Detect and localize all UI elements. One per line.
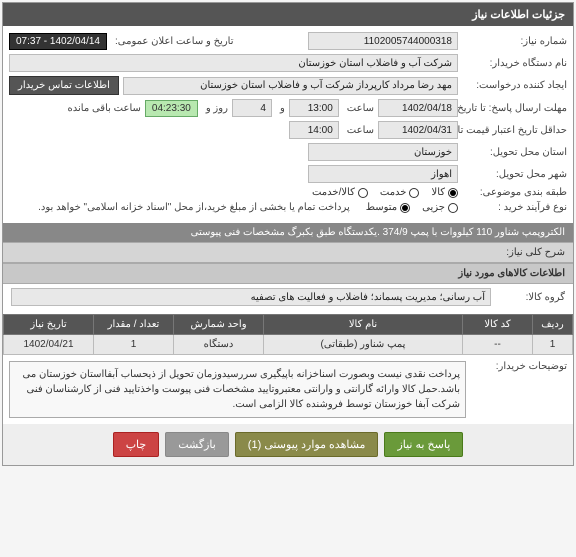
- th-name: نام کالا: [264, 315, 463, 335]
- radio-dot-icon: [358, 188, 368, 198]
- radio-dot-icon: [409, 188, 419, 198]
- row-classification: طبقه بندی موضوعی: کالا خدمت کالا/خدمت: [9, 187, 567, 198]
- radio-medium[interactable]: متوسط: [366, 202, 410, 213]
- deadline-date: 1402/04/18: [378, 99, 458, 117]
- th-unit: واحد شمارش: [174, 315, 264, 335]
- summary-label: شرح کلی نیاز:: [506, 247, 565, 258]
- summary-text: الکتروپمپ شناور 110 کیلووات با پمپ 374/9…: [191, 227, 565, 238]
- action-bar: پاسخ به نیاز مشاهده موارد پیوستی (1) باز…: [3, 424, 573, 465]
- cell-row: 1: [533, 335, 573, 355]
- table-row[interactable]: 1 -- پمپ شناور (طبقاتی) دستگاه 1 1402/04…: [4, 335, 573, 355]
- city-value: اهواز: [308, 165, 458, 183]
- announce-value: 1402/04/14 - 07:37: [9, 33, 107, 50]
- attachments-button[interactable]: مشاهده موارد پیوستی (1): [235, 432, 379, 457]
- buyer-notes-text: پرداخت نقدی نیست وبصورت اسناخزانه باپیگی…: [9, 361, 466, 418]
- buyer-org-value: شرکت آب و فاضلاب استان خوزستان: [9, 54, 458, 72]
- need-details-panel: جزئیات اطلاعات نیاز شماره نیاز: 11020057…: [2, 2, 574, 466]
- radio-medium-label: متوسط: [366, 202, 397, 213]
- time-label-1: ساعت: [343, 103, 374, 114]
- back-button[interactable]: بازگشت: [165, 432, 229, 457]
- cell-unit: دستگاه: [174, 335, 264, 355]
- th-code: کد کالا: [463, 315, 533, 335]
- radio-dot-icon: [400, 203, 410, 213]
- process-radio-group: جزیی متوسط: [366, 202, 458, 213]
- group-value: آب رسانی؛ مدیریت پسماند؛ فاضلاب و فعالیت…: [11, 288, 491, 306]
- th-date: تاریخ نیاز: [4, 315, 94, 335]
- deadline-time: 13:00: [289, 99, 339, 117]
- row-city: شهر محل تحویل: اهواز: [9, 165, 567, 183]
- row-creator: ایجاد کننده درخواست: مهد رضا مرداد کارپر…: [9, 76, 567, 95]
- need-no-value: 1102005744000318: [308, 32, 458, 50]
- radio-goods-label: کالا: [431, 187, 445, 198]
- goods-section-header: اطلاعات کالاهای مورد نیاز: [3, 263, 573, 284]
- process-note: پرداخت تمام یا بخشی از مبلغ خرید،از محل …: [34, 202, 350, 213]
- cell-code: --: [463, 335, 533, 355]
- summary-strip: الکتروپمپ شناور 110 کیلووات با پمپ 374/9…: [3, 223, 573, 242]
- row-need-number: شماره نیاز: 1102005744000318 تاریخ و ساع…: [9, 32, 567, 50]
- class-label: طبقه بندی موضوعی:: [462, 187, 567, 198]
- row-process: نوع فرآیند خرید : جزیی متوسط پرداخت تمام…: [9, 202, 567, 213]
- table-header-row: ردیف کد کالا نام کالا واحد شمارش تعداد /…: [4, 315, 573, 335]
- radio-dot-icon: [448, 188, 458, 198]
- province-label: استان محل تحویل:: [462, 147, 567, 158]
- buyer-contact-button[interactable]: اطلاعات تماس خریدار: [9, 76, 119, 95]
- group-label: گروه کالا:: [495, 292, 565, 303]
- radio-small-label: جزیی: [422, 202, 445, 213]
- buyer-org-label: نام دستگاه خریدار:: [462, 58, 567, 69]
- cell-qty: 1: [94, 335, 174, 355]
- row-buyer-org: نام دستگاه خریدار: شرکت آب و فاضلاب استا…: [9, 54, 567, 72]
- radio-service[interactable]: خدمت: [380, 187, 420, 198]
- summary-label-bar: شرح کلی نیاز:: [3, 242, 573, 263]
- time-label-2: ساعت: [343, 125, 374, 136]
- radio-goods[interactable]: کالا: [431, 187, 458, 198]
- buyer-notes-row: توضیحات خریدار: پرداخت نقدی نیست وبصورت …: [3, 355, 573, 424]
- th-qty: تعداد / مقدار: [94, 315, 174, 335]
- form-area: شماره نیاز: 1102005744000318 تاریخ و ساع…: [3, 26, 573, 223]
- deadline-days: 4: [232, 99, 272, 117]
- buyer-notes-label: توضیحات خریدار:: [472, 361, 567, 372]
- province-value: خوزستان: [308, 143, 458, 161]
- panel-title: جزئیات اطلاعات نیاز: [3, 3, 573, 26]
- city-label: شهر محل تحویل:: [462, 169, 567, 180]
- announce-label: تاریخ و ساعت اعلان عمومی:: [111, 36, 234, 47]
- validity-label: حداقل تاریخ اعتبار قیمت تا تاریخ:: [462, 125, 567, 136]
- cell-date: 1402/04/21: [4, 335, 94, 355]
- remain-time: 04:23:30: [145, 100, 198, 117]
- and-label: و: [276, 103, 285, 114]
- radio-dot-icon: [448, 203, 458, 213]
- class-radio-group: کالا خدمت کالا/خدمت: [312, 187, 458, 198]
- deadline-label: مهلت ارسال پاسخ: تا تاریخ:: [462, 103, 567, 114]
- radio-service-label: خدمت: [380, 187, 407, 198]
- remain-label: ساعت باقی مانده: [64, 103, 141, 114]
- days-label: روز و: [202, 103, 228, 114]
- row-province: استان محل تحویل: خوزستان: [9, 143, 567, 161]
- th-row: ردیف: [533, 315, 573, 335]
- radio-goods-service-label: کالا/خدمت: [312, 187, 355, 198]
- print-button[interactable]: چاپ: [113, 432, 160, 457]
- process-label: نوع فرآیند خرید :: [462, 202, 567, 213]
- creator-value: مهد رضا مرداد کارپرداز شرکت آب و فاضلاب …: [123, 77, 458, 95]
- radio-goods-service[interactable]: کالا/خدمت: [312, 187, 368, 198]
- row-group: گروه کالا: آب رسانی؛ مدیریت پسماند؛ فاضل…: [3, 284, 573, 310]
- respond-button[interactable]: پاسخ به نیاز: [384, 432, 463, 457]
- row-deadline: مهلت ارسال پاسخ: تا تاریخ: 1402/04/18 سا…: [9, 99, 567, 117]
- cell-name: پمپ شناور (طبقاتی): [264, 335, 463, 355]
- need-no-label: شماره نیاز:: [462, 36, 567, 47]
- creator-label: ایجاد کننده درخواست:: [462, 80, 567, 91]
- goods-table: ردیف کد کالا نام کالا واحد شمارش تعداد /…: [3, 314, 573, 355]
- radio-small[interactable]: جزیی: [422, 202, 458, 213]
- validity-time: 14:00: [289, 121, 339, 139]
- row-validity: حداقل تاریخ اعتبار قیمت تا تاریخ: 1402/0…: [9, 121, 567, 139]
- validity-date: 1402/04/31: [378, 121, 458, 139]
